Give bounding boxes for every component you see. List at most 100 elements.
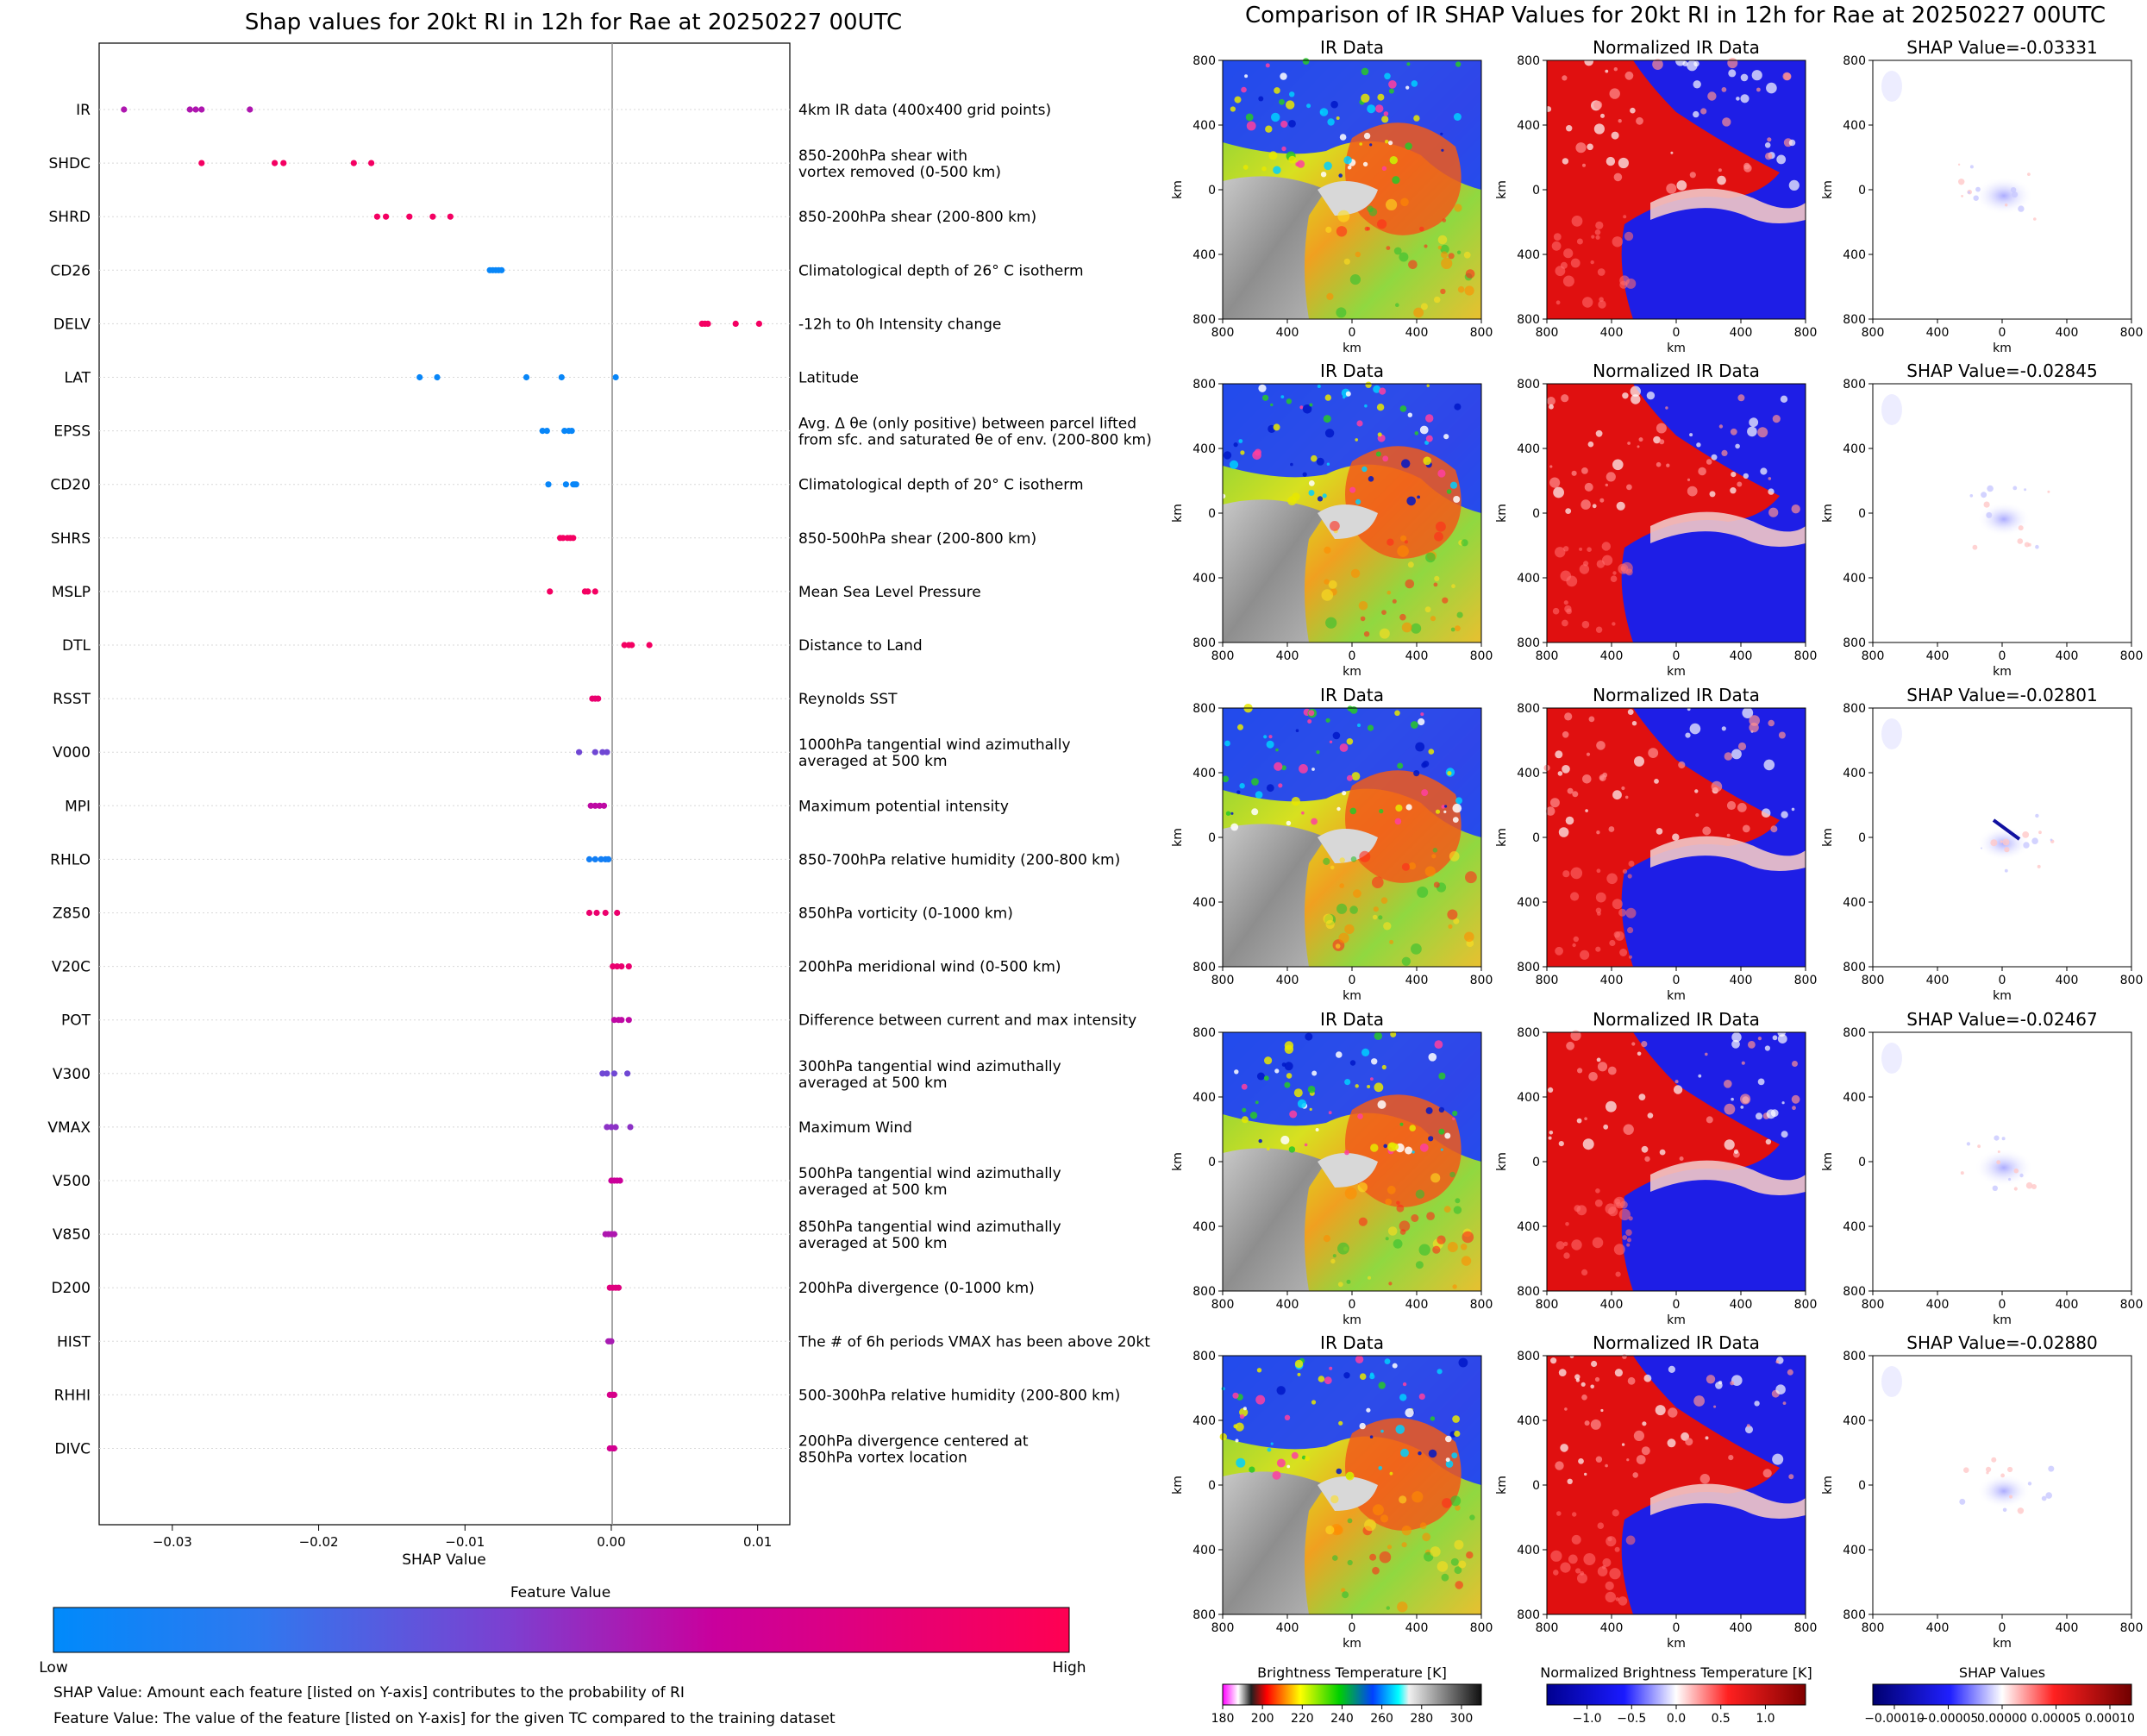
tick-label: 400 [1517,1414,1540,1428]
normalized-ir-panel: Normalized IR Data8008004004000040040080… [1495,1332,1817,1651]
shap-point [198,160,205,166]
feature-description: 500-300hPa relative humidity (200-800 km… [798,1387,1120,1404]
tick-label: 800 [2120,1621,2144,1635]
shap-point [610,1231,618,1238]
normalized-ir-image [1545,56,1806,319]
feature-label: SHRS [51,530,91,548]
normalized-ir-panel: Normalized IR Data8008004004000040040080… [1495,1009,1817,1327]
axis-label: km [1171,180,1185,199]
plot-area [98,42,791,1526]
shap-point [585,909,593,917]
shap-point [561,428,568,435]
feature-description: Distance to Land [798,637,923,655]
feature-description: Latitude [798,370,859,387]
ir-image [1219,1355,1481,1614]
axis-label: km [1343,1313,1361,1327]
tick-label: 400 [1730,1298,1753,1312]
tick-label: 800 [1794,326,1818,340]
tick-label: 400 [1517,248,1540,262]
shap-point [625,963,632,970]
shap-point [543,428,550,435]
tick-label: 0 [1858,1479,1866,1493]
note-shap-value: SHAP Value: Amount each feature [listed … [53,1684,685,1702]
colorbar-tick-label: 0.00005 [2031,1712,2081,1726]
tick-label: 800 [1192,1285,1216,1299]
tick-label: 800 [1536,326,1559,340]
colorbar-title: SHAP Values [1959,1664,2045,1681]
shap-point [592,855,598,863]
feature-descriptions: 4km IR data (400x400 grid points) 850-200… [798,102,1152,1467]
tick-label: 800 [1843,313,1866,327]
tick-label: 0 [1349,326,1356,340]
feature-description: 850-200hPa shear with vortex removed (0-5… [798,147,1001,181]
colorbar-tick-label: 0.00010 [2085,1712,2135,1726]
tick-label: 400 [1843,442,1866,456]
shap-point [608,1124,615,1131]
shap-point [545,481,552,488]
shap-point [447,213,454,220]
shap-point [558,373,565,381]
tick-label: 0 [1349,1298,1356,1312]
ir-image [1223,1031,1481,1291]
axis-label: km [1993,342,2012,355]
tick-label: 0 [1349,974,1356,987]
shap-point [604,1124,610,1131]
tick-label: 800 [2120,649,2144,663]
axis-label: km [1171,1152,1185,1171]
feature-label: IR [76,102,91,119]
axis-label: km [1495,1152,1509,1171]
tick-label: 800 [1536,974,1559,987]
shap-point [599,1070,606,1077]
tick-label: 400 [1405,974,1429,987]
tick-label: 400 [1192,1414,1216,1428]
panel-title: IR Data [1320,37,1384,58]
shap-point [595,695,602,702]
x-axis-label: SHAP Value [402,1551,486,1569]
tick-label: 400 [1600,1621,1624,1635]
shap-point [406,213,413,220]
tick-label: 400 [1843,896,1866,910]
axis-label: km [1821,180,1835,199]
tick-label: 400 [1926,1298,1950,1312]
shap-point [523,373,530,381]
colorbar-tick-label: 0.5 [1712,1712,1731,1726]
feature-description: 850hPa tangential wind azimuthally averag… [798,1219,1061,1252]
shap-point [560,535,566,542]
shap-image [1873,384,2131,642]
tick-label: 0 [1858,1156,1866,1169]
feature-description: 200hPa divergence (0-1000 km) [798,1280,1035,1297]
tick-label: 400 [1517,767,1540,780]
shap-panel: SHAP Value=-0.02845800800400400004004008… [1821,360,2143,679]
shap-point [732,320,739,327]
feature-description: 850-500hPa shear (200-800 km) [798,530,1036,548]
tick-label: 400 [1600,974,1624,987]
axis-label: km [1667,989,1686,1003]
shap-panel: SHAP Value=-0.02467800800400400004004008… [1821,1009,2143,1327]
shap-point [600,802,608,809]
colorbar-tick-label: −1.0 [1573,1712,1602,1726]
x-tick-label: 0.00 [597,1534,625,1550]
shap-point [596,802,604,809]
panel-title: SHAP Value=-0.03331 [1906,37,2097,58]
tick-label: 800 [1192,313,1216,327]
tick-label: 800 [1517,54,1540,68]
feature-description: 850-700hPa relative humidity (200-800 km… [798,851,1120,868]
colorbar: Brightness Temperature [K] 180 200 220 240 26… [1211,1664,1482,1726]
axis-label: km [1343,342,1361,355]
shap-point [604,749,610,755]
colorbar-title: Brightness Temperature [K] [1257,1664,1447,1681]
tick-label: 800 [1192,378,1216,392]
x-tick-label: −0.01 [445,1534,485,1550]
tick-label: 800 [1470,649,1493,663]
tick-label: 800 [1843,1608,1866,1622]
shap-point [608,1338,615,1344]
ir-image [1220,381,1481,642]
tick-label: 800 [1536,1621,1559,1635]
panel-title: IR Data [1320,1009,1384,1030]
feature-label: HIST [57,1333,91,1351]
shap-point [592,749,598,755]
